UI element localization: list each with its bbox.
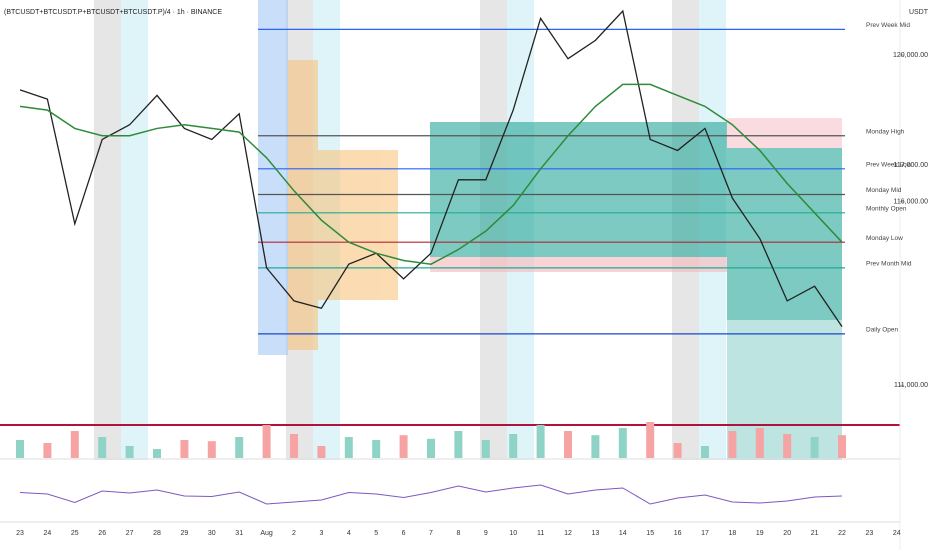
price-line bbox=[19, 83, 843, 265]
x-tick-label: 12 bbox=[564, 530, 572, 537]
volume-bar bbox=[728, 431, 737, 458]
x-tick-label: 23 bbox=[866, 530, 874, 537]
volume-bar bbox=[564, 431, 572, 458]
x-tick-label: 2 bbox=[292, 530, 296, 537]
x-tick-label: 24 bbox=[893, 530, 901, 537]
x-tick-label: 27 bbox=[126, 530, 134, 537]
x-tick-label: 28 bbox=[153, 530, 161, 537]
volume-bar bbox=[646, 422, 655, 458]
level-label: Prev Month Mid bbox=[866, 261, 912, 268]
x-tick-label: 10 bbox=[509, 530, 517, 537]
position-boxes bbox=[430, 118, 842, 460]
volume-bar bbox=[262, 425, 271, 458]
volume-bar bbox=[344, 437, 353, 458]
level-label: Monday Low bbox=[866, 235, 903, 242]
volume-bar bbox=[70, 431, 79, 458]
level-label: Prev Week Low bbox=[866, 162, 912, 169]
x-tick-label: Aug bbox=[260, 530, 273, 537]
volume-bar bbox=[673, 443, 682, 458]
volume-bar bbox=[207, 441, 216, 458]
x-tick-label: 6 bbox=[402, 530, 406, 537]
x-tick-label: 24 bbox=[44, 530, 52, 537]
volume-bar bbox=[755, 428, 764, 458]
x-tick-label: 17 bbox=[701, 530, 709, 537]
volume-bar bbox=[153, 449, 161, 458]
volume-bar bbox=[481, 440, 490, 458]
volume-bar bbox=[810, 437, 819, 458]
x-tick-label: 14 bbox=[619, 530, 627, 537]
chart-title: (BTCUSDT+BTCUSDT.P+BTCUSDT+BTCUSDT.P)/4 … bbox=[4, 9, 222, 16]
x-tick-label: 18 bbox=[729, 530, 737, 537]
volume-bar bbox=[399, 435, 408, 458]
x-tick-label: 4 bbox=[347, 530, 351, 537]
volume-bar bbox=[838, 435, 846, 458]
rsi-line bbox=[19, 484, 843, 505]
x-tick-label: 25 bbox=[71, 530, 79, 537]
x-tick-label: 31 bbox=[235, 530, 243, 537]
x-tick-label: 20 bbox=[783, 530, 791, 537]
y-tick-label: 120,000.00 bbox=[893, 52, 928, 59]
level-label: Monthly Open bbox=[866, 206, 907, 213]
volume-bar bbox=[783, 434, 792, 458]
x-tick-label: 16 bbox=[674, 530, 682, 537]
x-tick-label: 8 bbox=[456, 530, 460, 537]
x-tick-label: 9 bbox=[484, 530, 488, 537]
volume-bar bbox=[618, 428, 627, 458]
volume-bar bbox=[372, 440, 381, 458]
x-tick-label: 11 bbox=[537, 530, 544, 537]
volume-bar bbox=[591, 435, 600, 458]
x-tick-label: 13 bbox=[592, 530, 600, 537]
x-tick-label: 19 bbox=[756, 530, 764, 537]
x-tick-label: 7 bbox=[429, 530, 433, 537]
price-line bbox=[19, 9, 843, 327]
volume-bar bbox=[317, 446, 326, 458]
volume-bar bbox=[180, 440, 189, 458]
x-tick-label: 26 bbox=[98, 530, 106, 537]
level-label: Daily Open bbox=[866, 327, 899, 334]
currency-label: USDT bbox=[909, 9, 929, 16]
volume-bar bbox=[427, 438, 435, 458]
volume-bar bbox=[98, 437, 107, 458]
y-tick-label: 111,000.00 bbox=[894, 382, 928, 389]
volume-bar bbox=[290, 434, 298, 458]
x-tick-label: 22 bbox=[838, 530, 846, 537]
volume-bar bbox=[125, 446, 134, 458]
x-tick-label: 3 bbox=[319, 530, 323, 537]
x-tick-label: 23 bbox=[16, 530, 24, 537]
y-tick-label: 117,000.00 bbox=[893, 162, 928, 169]
volume-bar bbox=[454, 431, 463, 458]
y-tick-label: 116,000.00 bbox=[893, 199, 928, 206]
volume-bar bbox=[16, 440, 24, 458]
volume-bar bbox=[509, 434, 518, 458]
volume-profile bbox=[258, 0, 398, 355]
x-tick-label: 15 bbox=[646, 530, 654, 537]
level-label: Monday Mid bbox=[866, 187, 902, 194]
x-tick-label: 29 bbox=[181, 530, 189, 537]
volume-bar bbox=[536, 425, 545, 458]
x-tick-label: 21 bbox=[811, 530, 819, 537]
volume-bar bbox=[43, 443, 52, 458]
x-tick-label: 5 bbox=[374, 530, 378, 537]
volume-bar bbox=[701, 446, 709, 458]
level-label: Monday High bbox=[866, 128, 905, 135]
level-label: Prev Week Mid bbox=[866, 22, 910, 29]
volume-bar bbox=[235, 437, 244, 458]
x-tick-label: 30 bbox=[208, 530, 216, 537]
